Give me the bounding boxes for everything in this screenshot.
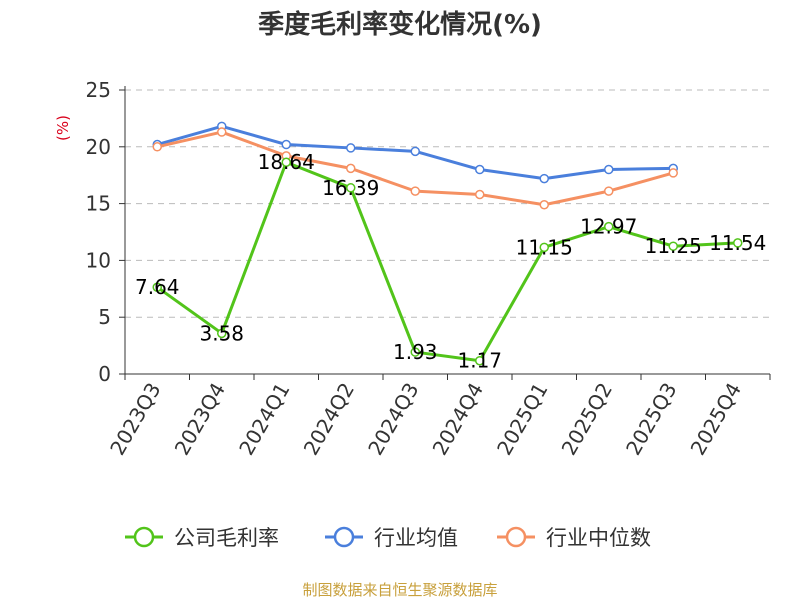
- legend-marker: [333, 526, 355, 548]
- data-label: 11.54: [709, 231, 766, 255]
- y-tick-label: 20: [86, 135, 111, 159]
- data-point: [539, 242, 549, 253]
- data-label: 1.93: [393, 340, 438, 364]
- data-point: [668, 168, 678, 178]
- x-tick-label: 2023Q4: [170, 379, 230, 460]
- data-point: [604, 186, 614, 196]
- data-point: [152, 282, 162, 292]
- legend-marker: [133, 526, 155, 548]
- data-label: 1.17: [457, 349, 502, 373]
- data-label: 16.39: [322, 176, 379, 200]
- data-label: 7.64: [135, 275, 180, 299]
- x-tick-label: 2023Q3: [105, 379, 165, 460]
- source-note: 制图数据来自恒生聚源数据库: [302, 581, 497, 599]
- data-point: [346, 163, 356, 174]
- x-tick-label: 2024Q2: [299, 379, 359, 460]
- x-tick-label: 2025Q1: [492, 379, 552, 460]
- x-tick-label: 2024Q1: [234, 379, 294, 460]
- chart-title: 季度毛利率变化情况(%): [258, 9, 542, 40]
- data-point: [539, 173, 549, 184]
- y-tick-label: 15: [86, 192, 111, 216]
- y-tick-label: 10: [86, 248, 111, 272]
- data-labels: 7.64 3.58 18.64 16.39 1.93 1.17 11.15 12.97 11.2…: [135, 150, 766, 372]
- data-label: 18.64: [258, 150, 315, 174]
- x-tick-label: 2025Q3: [621, 379, 681, 460]
- axes: [119, 86, 771, 380]
- data-point: [733, 238, 743, 248]
- x-tick-label: 2024Q3: [363, 379, 423, 460]
- legend-label: 行业中位数: [546, 526, 651, 550]
- x-tick-label: 2025Q2: [557, 379, 617, 460]
- y-tick-label: 0: [98, 362, 111, 386]
- data-point: [346, 183, 356, 193]
- series-line: [156, 160, 738, 363]
- x-tick-label: 2024Q4: [428, 379, 488, 460]
- data-point: [410, 347, 420, 357]
- data-label: 12.97: [580, 215, 637, 239]
- legend-label: 公司毛利率: [174, 526, 279, 550]
- legend: 公司毛利率 行业均值 行业中位数: [125, 526, 651, 550]
- data-point: [539, 199, 549, 210]
- legend-marker: [505, 526, 527, 548]
- y-tick-label: 5: [98, 305, 111, 329]
- data-point: [475, 164, 485, 175]
- series-lines: [152, 121, 743, 366]
- y-axis-unit-label: (%): [54, 115, 72, 141]
- data-point: [410, 186, 420, 196]
- data-point: [346, 143, 356, 153]
- y-tick-label: 25: [86, 78, 111, 102]
- data-point: [281, 157, 291, 167]
- data-label: 3.58: [199, 321, 244, 345]
- data-label: 11.15: [516, 235, 573, 259]
- data-point: [410, 146, 420, 157]
- data-point: [668, 241, 678, 251]
- data-point: [152, 142, 162, 152]
- data-label: 11.25: [645, 234, 702, 258]
- data-point: [281, 139, 291, 150]
- data-point: [217, 328, 227, 339]
- x-axis-ticks: 2023Q3 2023Q4 2024Q1 2024Q2 2024Q3 2024Q4 2025…: [105, 379, 746, 460]
- data-point: [475, 189, 485, 200]
- data-point: [604, 164, 614, 175]
- gridlines: [125, 89, 770, 318]
- data-point: [475, 355, 485, 366]
- data-point: [604, 221, 614, 232]
- data-point: [217, 127, 227, 137]
- legend-label: 行业均值: [374, 526, 458, 550]
- y-axis-ticks: 0 5 10 15 20 25: [86, 78, 111, 386]
- x-tick-label: 2025Q4: [686, 379, 746, 460]
